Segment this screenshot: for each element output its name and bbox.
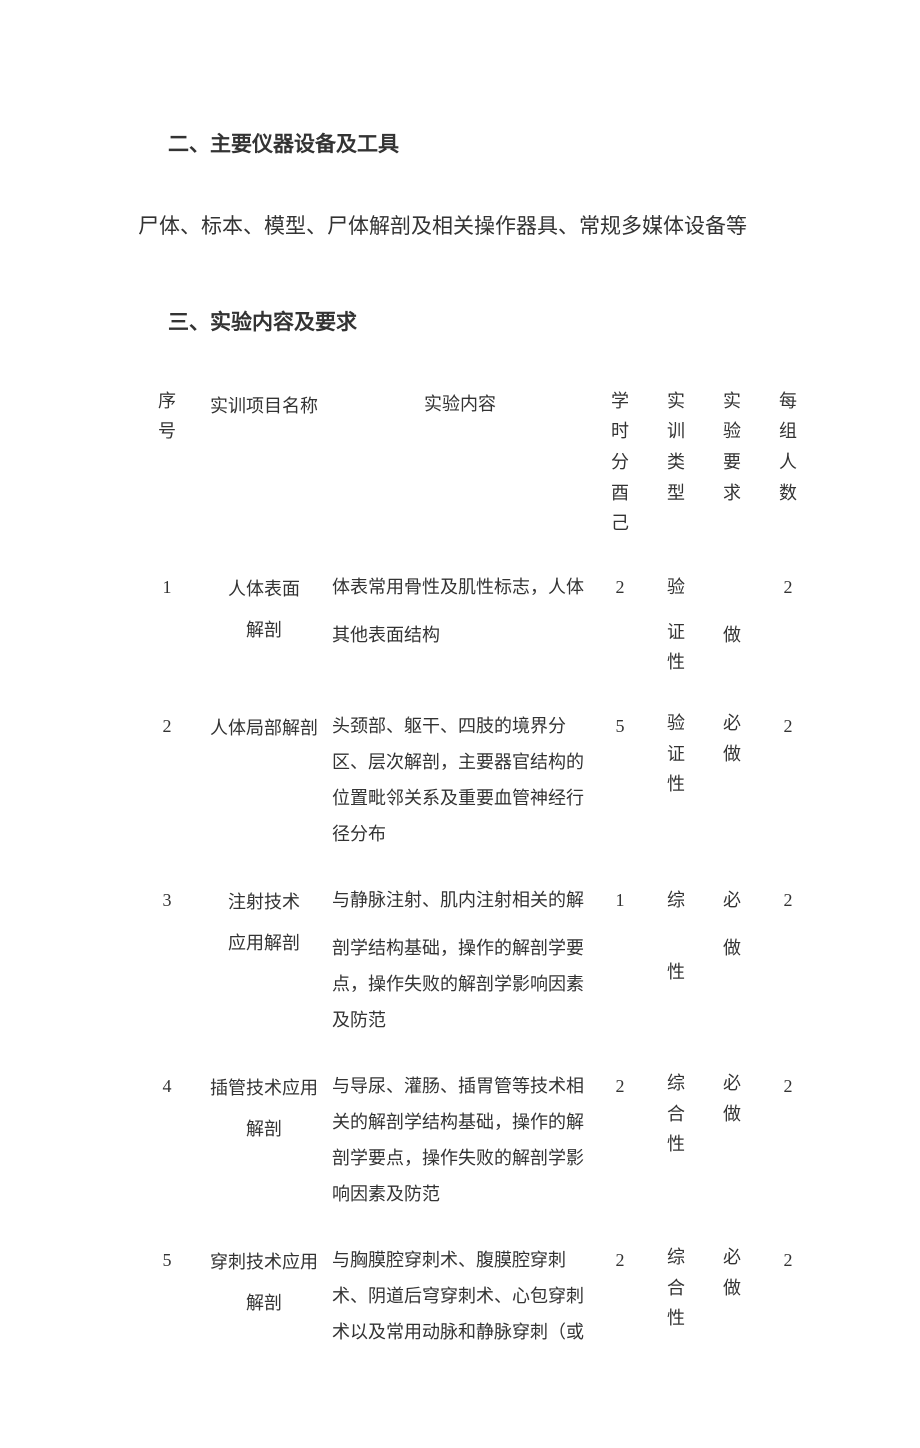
experiment-table: 序号 实训项目名称 实验内容 学时分酉己 实训类型 实验要求 每组人数 1 人体…	[138, 386, 782, 1350]
table-header: 序号 实训项目名称 实验内容 学时分酉己 实训类型 实验要求 每组人数	[138, 386, 782, 539]
cell-seq: 4	[138, 1068, 196, 1104]
cell-seq: 5	[138, 1242, 196, 1278]
section-heading-3: 三、实验内容及要求	[168, 306, 782, 336]
table-row: 1 人体表面 解剖 体表常用骨性及肌性标志，人体 其他表面结构 2 验 证性 做…	[138, 569, 782, 678]
col-group: 每组人数	[779, 386, 797, 508]
table-row: 2 人体局部解剖 头颈部、躯干、四肢的境界分区、层次解剖，主要器官结构的位置毗邻…	[138, 708, 782, 852]
cell-group: 2	[764, 708, 812, 744]
cell-group: 2	[764, 569, 812, 605]
cell-hours: 1	[596, 882, 644, 918]
cell-req: 必做	[708, 1068, 756, 1129]
cell-seq: 1	[138, 569, 196, 605]
cell-name: 插管技术应用解剖	[204, 1068, 324, 1151]
cell-type: 验证性	[652, 708, 700, 800]
col-seq: 序号	[158, 386, 176, 447]
table-row: 5 穿刺技术应用解剖 与胸膜腔穿刺术、腹膜腔穿刺术、阴道后穹穿刺术、心包穿刺术以…	[138, 1242, 782, 1350]
cell-name: 人体表面 解剖	[204, 569, 324, 652]
cell-type: 综 性	[652, 882, 700, 990]
cell-req: 必做	[708, 1242, 756, 1303]
cell-content: 与静脉注射、肌内注射相关的解 剖学结构基础，操作的解剖学要点，操作失败的解剖学影…	[332, 882, 588, 1038]
table-row: 3 注射技术 应用解剖 与静脉注射、肌内注射相关的解 剖学结构基础，操作的解剖学…	[138, 882, 782, 1038]
cell-type: 验 证性	[652, 569, 700, 678]
cell-group: 2	[764, 882, 812, 918]
cell-group: 2	[764, 1068, 812, 1104]
cell-name: 人体局部解剖	[204, 708, 324, 749]
col-type: 实训类型	[667, 386, 685, 508]
col-content: 实验内容	[332, 386, 588, 422]
equipment-paragraph: 尸体、标本、模型、尸体解剖及相关操作器具、常规多媒体设备等	[138, 208, 782, 246]
cell-seq: 2	[138, 708, 196, 744]
cell-content: 体表常用骨性及肌性标志，人体 其他表面结构	[332, 569, 588, 653]
cell-content: 与胸膜腔穿刺术、腹膜腔穿刺术、阴道后穹穿刺术、心包穿刺术以及常用动脉和静脉穿刺（…	[332, 1242, 588, 1350]
cell-req: 做	[708, 569, 756, 653]
cell-group: 2	[764, 1242, 812, 1278]
cell-hours: 2	[596, 569, 644, 605]
cell-seq: 3	[138, 882, 196, 918]
table-row: 4 插管技术应用解剖 与导尿、灌肠、插胃管等技术相关的解剖学结构基础，操作的解剖…	[138, 1068, 782, 1212]
cell-name: 穿刺技术应用解剖	[204, 1242, 324, 1325]
cell-hours: 2	[596, 1242, 644, 1278]
col-hours: 学时分酉己	[611, 386, 629, 539]
cell-content: 与导尿、灌肠、插胃管等技术相关的解剖学结构基础，操作的解剖学要点，操作失败的解剖…	[332, 1068, 588, 1212]
col-name: 实训项目名称	[204, 386, 324, 427]
section-heading-2: 二、主要仪器设备及工具	[168, 128, 782, 158]
cell-hours: 2	[596, 1068, 644, 1104]
cell-type: 综合性	[652, 1068, 700, 1160]
col-req: 实验要求	[723, 386, 741, 508]
cell-req: 必做	[708, 708, 756, 769]
cell-req: 必 做	[708, 882, 756, 966]
cell-type: 综合性	[652, 1242, 700, 1334]
cell-content: 头颈部、躯干、四肢的境界分区、层次解剖，主要器官结构的位置毗邻关系及重要血管神经…	[332, 708, 588, 852]
cell-hours: 5	[596, 708, 644, 744]
cell-name: 注射技术 应用解剖	[204, 882, 324, 965]
